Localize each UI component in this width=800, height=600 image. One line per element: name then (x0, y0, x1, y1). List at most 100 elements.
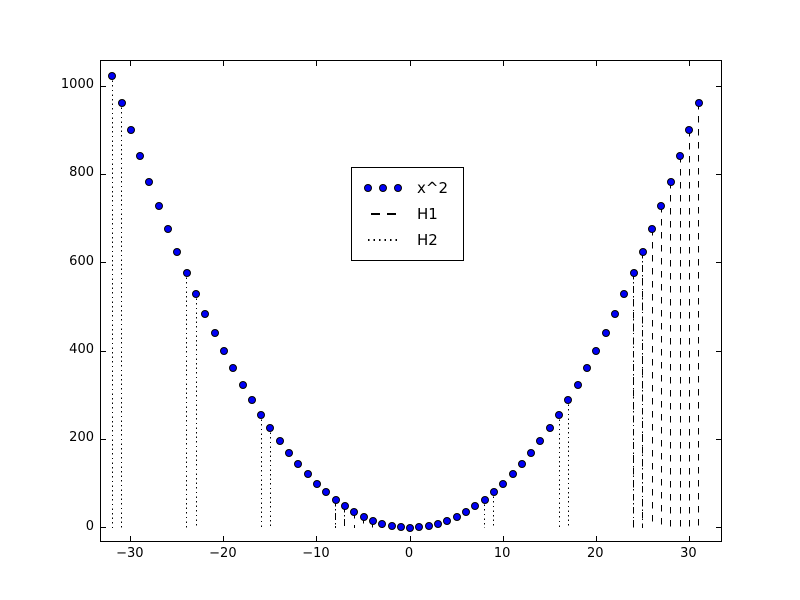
vline-h1 (670, 181, 672, 528)
x-tick (223, 536, 225, 541)
legend-entry-x2: x^2 (362, 179, 453, 197)
data-point (368, 516, 377, 525)
data-point (322, 488, 331, 496)
y-tick-right (716, 85, 721, 87)
data-point (582, 364, 591, 373)
data-point (154, 201, 163, 210)
y-tick-right (716, 262, 721, 264)
x-tick-top (223, 61, 225, 66)
data-point (406, 523, 415, 532)
vline-h2 (260, 414, 262, 528)
y-tick-label: 600 (69, 253, 94, 269)
vline-h1 (679, 156, 681, 528)
y-tick (101, 438, 106, 440)
vline-h2 (269, 428, 271, 528)
data-point (685, 126, 694, 135)
data-point (666, 177, 675, 186)
x-tick (316, 536, 318, 541)
vline-h1 (353, 511, 355, 528)
x-tick-top (688, 61, 690, 66)
x-tick-top (502, 61, 504, 66)
data-point (452, 512, 461, 521)
data-point (545, 424, 554, 433)
y-tick-right (716, 527, 721, 529)
vline-h1 (698, 103, 700, 528)
data-point (210, 329, 219, 337)
data-point (238, 380, 247, 389)
vline-h2 (558, 414, 560, 528)
data-point (117, 99, 126, 108)
data-point (266, 424, 275, 433)
vline-h2 (493, 492, 495, 528)
legend-label-h2: H2 (417, 231, 438, 249)
data-point (415, 523, 424, 532)
plot-area: x^2 H1 H2 (100, 60, 722, 542)
data-point (443, 516, 452, 525)
x-tick (688, 536, 690, 541)
y-tick-right (716, 173, 721, 175)
data-point (340, 502, 349, 511)
x-tick-label: 20 (586, 546, 604, 561)
y-tick (101, 173, 106, 175)
data-point (564, 396, 573, 405)
vline-h2 (567, 400, 569, 528)
dotted-line-sample-icon (362, 239, 404, 241)
x-tick-top (409, 61, 411, 66)
data-point (126, 126, 135, 135)
data-point (275, 437, 284, 446)
y-tick-right (716, 438, 721, 440)
data-point (610, 310, 619, 318)
data-point (536, 437, 545, 446)
y-tick (101, 527, 106, 529)
data-point (359, 512, 368, 521)
y-tick-label: 400 (69, 342, 94, 358)
legend-entry-h1: H1 (362, 205, 453, 223)
x-tick (595, 536, 597, 541)
vline-h2 (111, 75, 113, 528)
data-point (573, 380, 582, 389)
data-point (508, 470, 517, 479)
data-point (136, 152, 145, 161)
data-point (247, 396, 256, 405)
x-tick-label: 0 (404, 546, 414, 561)
x-tick-label: 10 (493, 546, 511, 561)
vline-h1 (651, 229, 653, 528)
x-tick-label: −10 (302, 546, 330, 561)
vlines-layer (101, 61, 721, 541)
vline-h2 (195, 294, 197, 528)
data-point (108, 71, 117, 80)
data-point (601, 329, 610, 337)
y-tick (101, 350, 106, 352)
data-point (592, 347, 601, 356)
y-tick-label: 0 (85, 518, 94, 534)
y-tick (101, 85, 106, 87)
data-point (648, 225, 657, 234)
data-point (489, 488, 498, 496)
data-point (331, 495, 340, 504)
y-tick-right (716, 350, 721, 352)
data-point (229, 364, 238, 373)
data-point (303, 470, 312, 479)
x-tick-label: −30 (116, 546, 144, 561)
data-point (313, 479, 321, 488)
data-point (471, 502, 480, 511)
data-point (638, 247, 647, 256)
data-point (219, 347, 228, 356)
data-point (201, 310, 210, 318)
data-point (285, 449, 293, 458)
data-point (350, 507, 359, 516)
vline-h2 (344, 506, 346, 528)
x-tick (502, 536, 504, 541)
legend-entry-h2: H2 (362, 231, 453, 249)
x-tick-top (316, 61, 318, 66)
data-point (387, 522, 396, 530)
data-point (480, 495, 489, 504)
x-tick-label: −20 (209, 546, 237, 561)
data-point (657, 201, 666, 210)
markers-layer (101, 61, 721, 541)
vline-h2 (121, 103, 122, 528)
data-point (396, 523, 405, 532)
x-tick-top (595, 61, 597, 66)
data-point (499, 479, 508, 488)
